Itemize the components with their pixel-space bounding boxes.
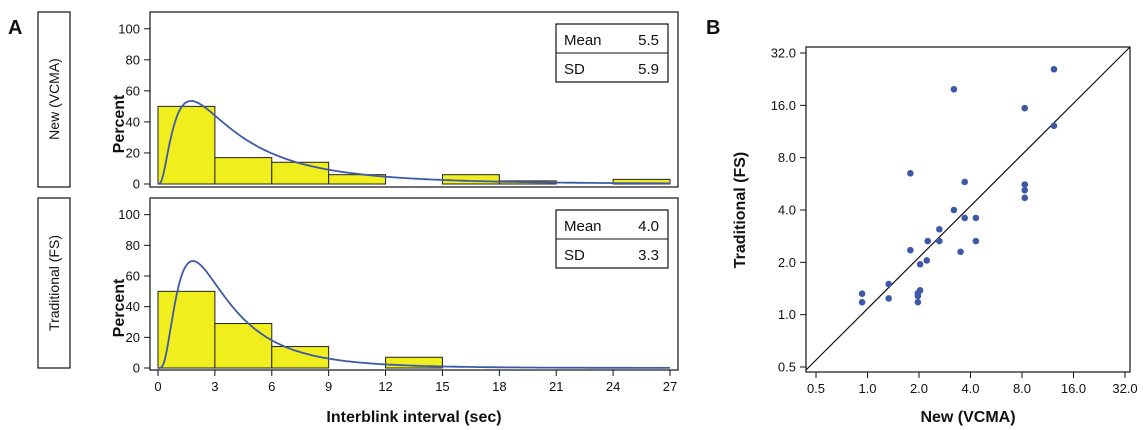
y-tick-label: 40 xyxy=(126,114,140,129)
stats-sd-value: 3.3 xyxy=(638,247,659,264)
panel-b-letter: B xyxy=(706,17,720,39)
x-tick-label: 0.5 xyxy=(807,381,825,396)
row-label-box xyxy=(37,11,71,188)
panel-a-letter: A xyxy=(8,17,22,39)
x-tick-label: 0 xyxy=(154,379,161,394)
scatter-panel-b: 0.5 1.0 2.0 4.0 8.0 16.0 32.0 0.5 1.0 2.0 4.0 8.0 1… xyxy=(732,46,1138,427)
y-tick-label: 60 xyxy=(126,269,140,284)
scatter-point xyxy=(1050,122,1058,130)
scatter-point xyxy=(961,178,969,186)
scatter-point xyxy=(957,248,964,256)
row-label-new-vcma: New (VCMA) xyxy=(46,58,62,140)
scatter-point xyxy=(950,85,958,93)
scatter-point xyxy=(972,237,980,245)
scatter-point xyxy=(885,295,892,302)
scatter-point xyxy=(916,287,924,294)
stats-sd-label: SD xyxy=(564,247,585,264)
scatter-point xyxy=(914,292,922,300)
y-tick-label: 8.0 xyxy=(778,150,796,165)
x-tick-label: 2.0 xyxy=(910,381,928,396)
scatter-point xyxy=(972,214,980,222)
scatter-point xyxy=(936,237,943,245)
x-tick-label: 9 xyxy=(325,379,332,394)
histogram-bar xyxy=(214,157,273,185)
histogram-traditional-fs: Traditional (FS) Percent 0 20 40 60 80 100 0 3… xyxy=(37,197,679,426)
scatter-point xyxy=(885,280,892,288)
scatter-point xyxy=(1021,194,1029,202)
histogram-bar xyxy=(441,174,500,185)
x-tick-label: 16.0 xyxy=(1061,381,1086,396)
y-axis-title: Percent xyxy=(111,278,128,337)
y-tick-label: 0 xyxy=(133,361,140,376)
x-tick-label: 15 xyxy=(435,379,449,394)
scatter-point xyxy=(907,246,914,254)
scatter-point xyxy=(950,206,958,214)
histogram-bar xyxy=(271,346,330,369)
y-tick-label: 100 xyxy=(118,21,140,36)
histogram-bar xyxy=(271,161,330,185)
histogram-bar xyxy=(385,356,443,369)
fit-curve xyxy=(157,100,670,185)
x-axis-title: New (VCMA) xyxy=(920,409,1015,426)
y-axis-title: Percent xyxy=(111,94,128,153)
row-label-box xyxy=(37,197,71,369)
stats-mean-value: 5.5 xyxy=(638,32,659,49)
scatter-point xyxy=(1021,104,1029,112)
scatter-point xyxy=(914,298,922,306)
x-axis-title: Interblink interval (sec) xyxy=(326,409,501,426)
x-tick-label: 27 xyxy=(663,379,677,394)
stats-mean-value: 4.0 xyxy=(638,218,659,235)
y-tick-label: 20 xyxy=(126,145,140,160)
y-tick-label: 32.0 xyxy=(771,46,796,61)
x-tick-label: 32.0 xyxy=(1112,381,1137,396)
y-tick-label: 0 xyxy=(133,177,140,192)
scatter-point xyxy=(936,225,943,233)
scatter-point xyxy=(858,298,866,306)
x-tick-label: 6 xyxy=(268,379,275,394)
stats-mean-label: Mean xyxy=(564,218,602,235)
y-tick-label: 40 xyxy=(126,299,140,314)
x-tick-label: 24 xyxy=(606,379,620,394)
y-tick-label: 0.5 xyxy=(778,360,796,375)
histogram-new-vcma: New (VCMA) Percent 0 20 40 60 80 100 Mean 5.5… xyxy=(37,11,679,192)
y-tick-label: 20 xyxy=(126,330,140,345)
stats-sd-value: 5.9 xyxy=(638,61,659,78)
row-label-traditional-fs: Traditional (FS) xyxy=(46,235,62,331)
y-tick-label: 60 xyxy=(126,83,140,98)
scatter-point xyxy=(1050,65,1058,73)
y-tick-label: 16.0 xyxy=(771,98,796,113)
scatter-point xyxy=(907,170,914,177)
fit-curve xyxy=(158,260,670,369)
x-tick-label: 18 xyxy=(492,379,506,394)
y-tick-label: 1.0 xyxy=(778,307,796,322)
x-tick-label: 4.0 xyxy=(961,381,979,396)
stats-mean-label: Mean xyxy=(564,32,602,49)
x-tick-label: 8.0 xyxy=(1013,381,1031,396)
y-axis-title: Traditional (FS) xyxy=(732,152,749,268)
x-tick-label: 3 xyxy=(211,379,218,394)
identity-line xyxy=(805,46,1131,371)
scatter-point xyxy=(923,257,931,264)
scatter-point xyxy=(961,214,969,222)
y-tick-label: 4.0 xyxy=(778,203,796,218)
scatter-point xyxy=(916,260,924,268)
x-tick-label: 21 xyxy=(549,379,563,394)
histogram-bar xyxy=(157,105,216,185)
y-tick-label: 80 xyxy=(126,238,140,253)
scatter-point xyxy=(858,290,866,298)
scatter-point xyxy=(1021,186,1029,194)
y-tick-label: 80 xyxy=(126,52,140,67)
histogram-bar xyxy=(214,323,273,369)
y-tick-label: 100 xyxy=(118,207,140,222)
scatter-point xyxy=(1021,181,1029,188)
stats-sd-label: SD xyxy=(564,61,585,78)
x-tick-label: 12 xyxy=(378,379,392,394)
scatter-point xyxy=(924,237,932,245)
histogram-bar xyxy=(157,290,216,369)
x-tick-label: 1.0 xyxy=(858,381,876,396)
y-tick-label: 2.0 xyxy=(778,255,796,270)
